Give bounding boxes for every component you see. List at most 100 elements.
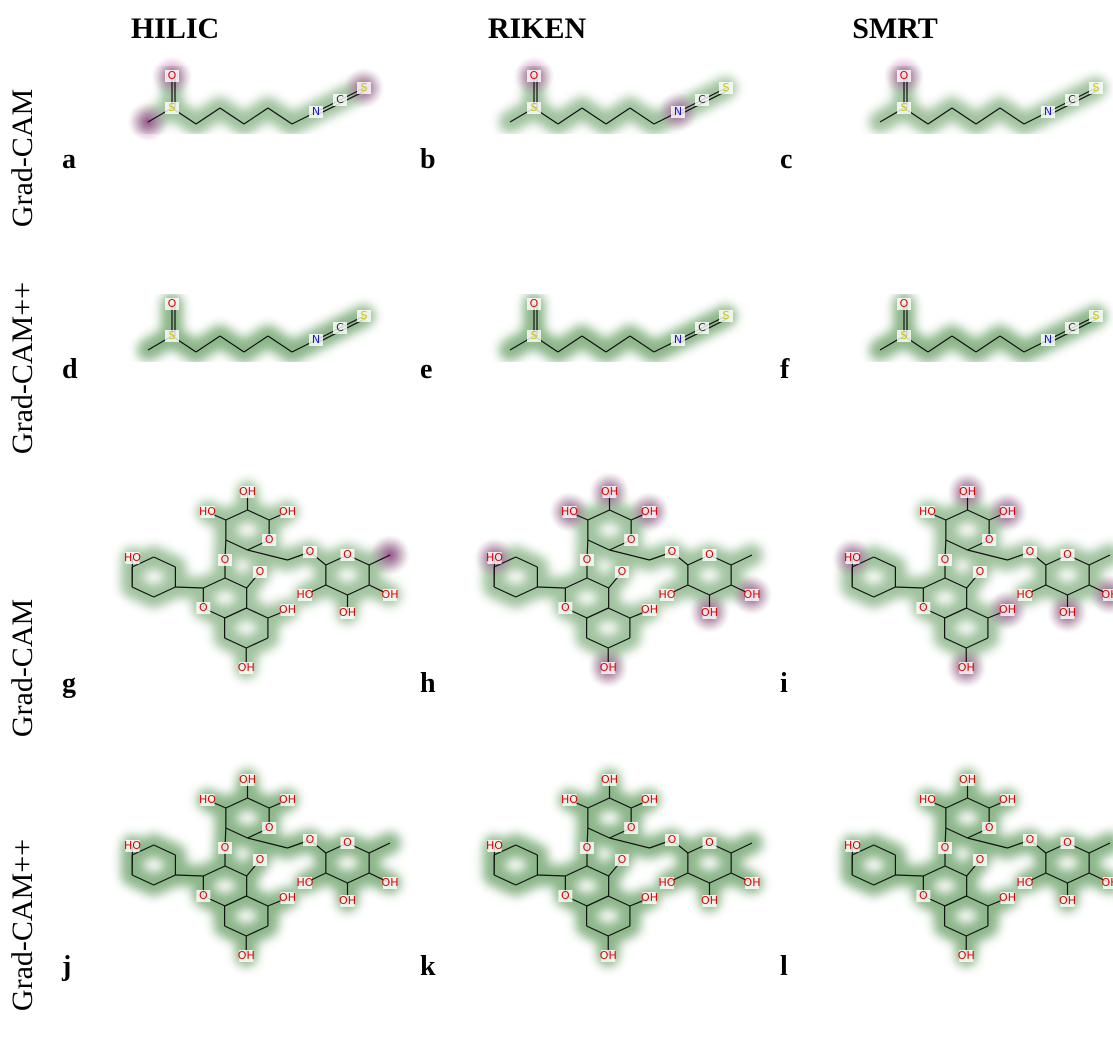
- atom-label: O: [668, 545, 677, 558]
- atom-label: S: [361, 81, 368, 94]
- atom-label: O: [265, 821, 274, 834]
- panel-letter: b: [420, 144, 436, 175]
- atom-label: S: [361, 309, 368, 322]
- atom-label: OH: [701, 894, 718, 907]
- atom-label: HO: [486, 551, 503, 564]
- saliency-glow: [510, 304, 726, 352]
- atom-label: HO: [199, 505, 216, 518]
- atom-label: O: [199, 889, 208, 902]
- row-label: Grad-CAM++: [6, 282, 39, 454]
- atom-label: OH: [600, 949, 617, 962]
- atom-label: O: [618, 853, 627, 866]
- atom-label: HO: [124, 839, 141, 852]
- figure: HILIC RIKEN SMRT Grad-CAM Grad-CAM++ Gra…: [0, 0, 1113, 1058]
- atom-label: O: [976, 853, 985, 866]
- saliency-glow: [148, 304, 364, 352]
- atom-label: C: [336, 93, 344, 106]
- atom-label: HO: [844, 551, 861, 564]
- atom-label: O: [561, 889, 570, 902]
- atom-label: O: [561, 601, 570, 614]
- atom-label: C: [698, 93, 706, 106]
- panel-letter: a: [62, 144, 76, 175]
- panel-letter: g: [62, 668, 76, 699]
- atom-label: O: [919, 601, 928, 614]
- atom-label: O: [343, 548, 352, 561]
- atom-label: O: [306, 545, 315, 558]
- atom-label: OH: [958, 661, 975, 674]
- atom-label: S: [531, 101, 538, 114]
- atom-label: O: [221, 841, 230, 854]
- atom-label: OH: [641, 603, 658, 616]
- atom-label: O: [343, 836, 352, 849]
- atom-label: N: [312, 105, 320, 118]
- atom-label: OH: [999, 603, 1016, 616]
- panel-letter: k: [420, 951, 436, 982]
- panel: HOOOOHOHOOOHOHHOOOOHOHHOk: [420, 773, 760, 982]
- atom-label: O: [265, 533, 274, 546]
- atom-label: O: [530, 69, 539, 82]
- atom-label: O: [985, 821, 994, 834]
- atom-label: HO: [199, 793, 216, 806]
- atom-label: S: [1093, 309, 1100, 322]
- atom-label: O: [668, 833, 677, 846]
- atom-label: S: [723, 81, 730, 94]
- atom-label: S: [723, 309, 730, 322]
- atom-label: OH: [339, 606, 356, 619]
- panel-letter: c: [780, 144, 792, 175]
- atom-label: N: [674, 333, 682, 346]
- atom-label: OH: [238, 949, 255, 962]
- atom-label: O: [627, 821, 636, 834]
- column-header: HILIC: [131, 12, 219, 45]
- atom-label: OH: [382, 876, 399, 889]
- atom-label: OH: [641, 891, 658, 904]
- atom-label: O: [618, 565, 627, 578]
- atom-label: HO: [124, 551, 141, 564]
- atom-label: O: [256, 565, 265, 578]
- atom-label: HO: [561, 505, 578, 518]
- atom-label: OH: [1059, 894, 1076, 907]
- atom-label: S: [169, 101, 176, 114]
- atom-label: OH: [279, 505, 296, 518]
- panel: O S N C Sa: [62, 56, 384, 175]
- atom-label: OH: [279, 891, 296, 904]
- atom-label: OH: [239, 485, 256, 498]
- atom-label: C: [1068, 321, 1076, 334]
- atom-label: N: [312, 333, 320, 346]
- atom-label: OH: [1102, 876, 1113, 889]
- panel-letter: e: [420, 354, 432, 385]
- panel-letter: i: [780, 668, 788, 699]
- atom-label: HO: [297, 588, 314, 601]
- atom-label: OH: [641, 505, 658, 518]
- atom-label: OH: [382, 588, 399, 601]
- atom-label: OH: [279, 793, 296, 806]
- atom-label: HO: [1017, 588, 1034, 601]
- molecules: OSNCSaOSNCSbOSNCScOSNCSdOSNCSeOSNCSfHOOO…: [61, 56, 1113, 982]
- atom-label: OH: [999, 891, 1016, 904]
- atom-label: C: [698, 321, 706, 334]
- atom-label: O: [306, 833, 315, 846]
- atom-label: N: [1044, 333, 1052, 346]
- panel-letter: l: [780, 951, 788, 982]
- panel: HOOOOHOHOOOHOHHOOOOHOHHOl: [780, 773, 1113, 982]
- atom-label: O: [583, 841, 592, 854]
- column-header: SMRT: [852, 12, 938, 45]
- panel-letter: f: [780, 354, 790, 385]
- atom-label: HO: [659, 876, 676, 889]
- atom-label: O: [168, 69, 177, 82]
- atom-label: C: [1068, 93, 1076, 106]
- atom-label: O: [976, 565, 985, 578]
- atom-label: S: [901, 329, 908, 342]
- atom-label: OH: [959, 485, 976, 498]
- row-label: Grad-CAM++: [6, 839, 39, 1011]
- atom-label: N: [1044, 105, 1052, 118]
- atom-label: HO: [297, 876, 314, 889]
- panel: OSNCSe: [420, 297, 733, 385]
- atom-label: OH: [959, 773, 976, 786]
- atom-label: O: [221, 553, 230, 566]
- atom-label: O: [1063, 548, 1072, 561]
- atom-label: O: [919, 889, 928, 902]
- atom-label: HO: [561, 793, 578, 806]
- atom-label: OH: [339, 894, 356, 907]
- panel: HOOOOHOHOOOHOHHOOOOHOHHOi: [780, 472, 1113, 699]
